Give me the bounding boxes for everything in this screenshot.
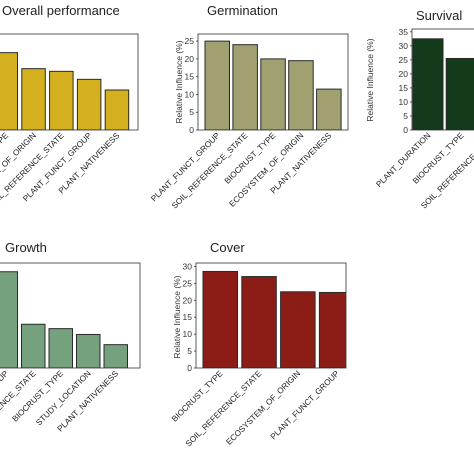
y-tick-label: 0	[187, 363, 192, 373]
y-axis-label: Relative Influence (%)	[174, 40, 184, 123]
category-label: PLANT_FUNCT_GROUP	[269, 369, 342, 442]
panel-overall-performance: Overall performance _TYPEECOSYSTEM_OF_OR…	[0, 3, 139, 211]
bars	[204, 40, 342, 130]
y-tick-label: 35	[399, 27, 409, 37]
y-tick-label: 5	[189, 107, 194, 117]
bar	[316, 88, 342, 130]
y-tick-label: 0	[403, 125, 408, 135]
category-label: ECOSYSTEM_OF_ORIGIN	[224, 369, 302, 447]
bars	[0, 271, 128, 368]
category-labels: PLANT_FUNCT_GROUPSOIL_REFERENCE_STATEBIO…	[149, 131, 333, 211]
bar	[48, 328, 73, 368]
category-labels: _TYPEECOSYSTEM_OF_ORIGINSOIL_REFERENCE_S…	[0, 131, 122, 211]
bar	[103, 344, 128, 368]
panel-title-germination: Germination	[207, 3, 278, 18]
y-tick-label: 20	[399, 69, 409, 79]
panel-title-overall-performance: Overall performance	[2, 3, 120, 18]
panel-title-growth: Growth	[5, 240, 47, 255]
bar	[21, 323, 46, 368]
category-label: BIOCRUST_TYPE	[11, 369, 66, 424]
y-tick-label: 30	[399, 41, 409, 51]
bars	[0, 52, 130, 130]
y-ticks: 0 5 10 15 20 25	[185, 36, 198, 135]
y-tick-label: 25	[185, 36, 195, 46]
bar	[204, 40, 230, 130]
y-tick-label: 10	[399, 97, 409, 107]
bar	[0, 52, 18, 130]
bar	[0, 271, 18, 368]
panel-survival: Survival Relative Influence (%) 0 5 10 15 20…	[365, 8, 474, 211]
bars	[412, 38, 474, 130]
bar	[76, 78, 102, 130]
panel-growth: Growth _ROUPSOIL_REFERENCE_STATEBIOCRUST…	[0, 240, 141, 449]
y-tick-label: 15	[183, 312, 193, 322]
bar	[445, 57, 474, 130]
y-ticks: 0 5 10 15 20 25 30	[183, 261, 196, 373]
panel-cover: Cover Relative Influence (%) 0 5 10 15 20 25 3…	[170, 240, 347, 449]
panel-title-cover: Cover	[210, 240, 245, 255]
bars	[202, 270, 346, 368]
y-tick-label: 25	[183, 278, 193, 288]
y-ticks: 0 5 10 15 20 25 30 35	[399, 27, 412, 135]
y-tick-label: 30	[183, 261, 193, 271]
bar	[232, 44, 258, 130]
y-axis-label: Relative Influence (%)	[365, 38, 375, 121]
bar	[104, 89, 130, 130]
bar	[76, 333, 101, 368]
bar	[288, 60, 314, 130]
y-tick-label: 10	[185, 89, 195, 99]
bar	[260, 58, 286, 130]
y-tick-label: 5	[187, 346, 192, 356]
bar	[412, 38, 444, 130]
y-tick-label: 5	[403, 111, 408, 121]
bar	[241, 276, 277, 368]
y-axis-label: Relative Influence (%)	[172, 275, 182, 358]
y-tick-label: 15	[185, 72, 195, 82]
panel-title-survival: Survival	[416, 8, 462, 23]
y-tick-label: 25	[399, 55, 409, 65]
y-tick-label: 20	[183, 295, 193, 305]
category-labels: PLANT_DURATIONBIOCRUST_TYPESOIL_REFERENC…	[374, 131, 474, 211]
y-tick-label: 0	[189, 125, 194, 135]
bar	[21, 68, 46, 130]
category-label: BIOCRUST_TYPE	[223, 131, 278, 186]
category-labels: _ROUPSOIL_REFERENCE_STATEBIOCRUST_TYPEST…	[0, 369, 121, 449]
panel-germination: Germination Relative Influence (%) 0 5 10 1…	[149, 3, 349, 211]
bar	[202, 270, 238, 368]
bar	[49, 70, 74, 130]
category-label: PLANT_DURATION	[374, 131, 432, 189]
bar	[318, 291, 346, 368]
y-tick-label: 20	[185, 54, 195, 64]
category-labels: BIOCRUST_TYPESOIL_REFERENCE_STATEECOSYST…	[170, 369, 341, 449]
category-label: SOIL_REFERENCE_STATE	[184, 369, 264, 449]
y-tick-label: 10	[183, 329, 193, 339]
bar	[280, 291, 316, 368]
y-tick-label: 15	[399, 83, 409, 93]
